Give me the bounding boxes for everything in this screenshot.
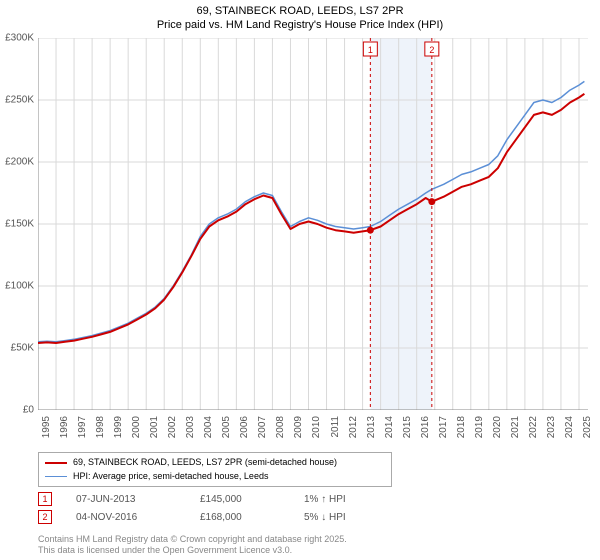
footer-line2: This data is licensed under the Open Gov…	[38, 545, 347, 556]
x-tick-label: 2017	[438, 416, 449, 438]
y-tick-label: £150K	[5, 219, 34, 230]
x-tick-label: 2010	[311, 416, 322, 438]
sale-index-box: 2	[38, 510, 52, 524]
x-tick-label: 2006	[239, 416, 250, 438]
legend-row: HPI: Average price, semi-detached house,…	[45, 470, 385, 484]
y-tick-label: £300K	[5, 33, 34, 44]
x-tick-label: 2020	[492, 416, 503, 438]
sale-delta: 5% ↓ HPI	[304, 512, 346, 523]
sale-price: £168,000	[200, 512, 280, 523]
y-tick-label: £200K	[5, 157, 34, 168]
x-tick-label: 1995	[41, 416, 52, 438]
x-tick-label: 2016	[420, 416, 431, 438]
x-tick-label: 2019	[474, 416, 485, 438]
chart-container: 69, STAINBECK ROAD, LEEDS, LS7 2PR Price…	[0, 0, 600, 560]
sale-row: 1 07-JUN-2013 £145,000 1% ↑ HPI	[38, 492, 346, 506]
x-tick-label: 2014	[384, 416, 395, 438]
sale-date: 04-NOV-2016	[76, 512, 176, 523]
y-tick-label: £0	[23, 405, 34, 416]
x-tick-label: 2013	[366, 416, 377, 438]
x-tick-label: 2012	[348, 416, 359, 438]
x-tick-label: 2002	[167, 416, 178, 438]
x-tick-label: 1999	[113, 416, 124, 438]
sale-index-box: 1	[38, 492, 52, 506]
sale-date: 07-JUN-2013	[76, 494, 176, 505]
x-tick-label: 1996	[59, 416, 70, 438]
legend-label: HPI: Average price, semi-detached house,…	[73, 470, 268, 484]
y-tick-label: £50K	[11, 343, 34, 354]
x-tick-label: 2022	[528, 416, 539, 438]
sale-delta: 1% ↑ HPI	[304, 494, 346, 505]
x-tick-label: 2005	[221, 416, 232, 438]
x-tick-label: 2025	[582, 416, 593, 438]
x-tick-label: 2011	[330, 416, 341, 438]
x-tick-label: 2024	[564, 416, 575, 438]
y-tick-label: £100K	[5, 281, 34, 292]
legend-box: 69, STAINBECK ROAD, LEEDS, LS7 2PR (semi…	[38, 452, 392, 487]
sale-price: £145,000	[200, 494, 280, 505]
legend-label: 69, STAINBECK ROAD, LEEDS, LS7 2PR (semi…	[73, 456, 337, 470]
y-tick-label: £250K	[5, 95, 34, 106]
x-tick-label: 2023	[546, 416, 557, 438]
footer-line1: Contains HM Land Registry data © Crown c…	[38, 534, 347, 545]
chart-svg: 12	[38, 38, 588, 410]
legend-swatch	[45, 476, 67, 477]
svg-text:1: 1	[368, 45, 373, 55]
title-block: 69, STAINBECK ROAD, LEEDS, LS7 2PR Price…	[0, 0, 600, 33]
x-tick-label: 2003	[185, 416, 196, 438]
title-subtitle: Price paid vs. HM Land Registry's House …	[0, 18, 600, 32]
footer: Contains HM Land Registry data © Crown c…	[38, 534, 347, 556]
x-tick-label: 2018	[456, 416, 467, 438]
title-address: 69, STAINBECK ROAD, LEEDS, LS7 2PR	[0, 4, 600, 18]
sale-row: 2 04-NOV-2016 £168,000 5% ↓ HPI	[38, 510, 346, 524]
x-tick-label: 2000	[131, 416, 142, 438]
x-tick-label: 2001	[149, 416, 160, 438]
svg-text:2: 2	[429, 45, 434, 55]
x-tick-label: 2015	[402, 416, 413, 438]
chart-area: 12 £0£50K£100K£150K£200K£250K£300K 19951…	[38, 38, 588, 410]
x-tick-label: 2021	[510, 416, 521, 438]
x-tick-label: 1997	[77, 416, 88, 438]
x-tick-label: 2007	[257, 416, 268, 438]
y-axis-labels: £0£50K£100K£150K£200K£250K£300K	[0, 38, 36, 410]
legend-swatch	[45, 462, 67, 464]
x-axis-labels: 1995 1996 1997 1998 1999 2000 2001 2002 2003 2004…	[38, 414, 588, 454]
x-tick-label: 2009	[293, 416, 304, 438]
x-tick-label: 2008	[275, 416, 286, 438]
x-tick-label: 2004	[203, 416, 214, 438]
legend-row: 69, STAINBECK ROAD, LEEDS, LS7 2PR (semi…	[45, 456, 385, 470]
sales-table: 1 07-JUN-2013 £145,000 1% ↑ HPI 2 04-NOV-2016…	[38, 492, 346, 528]
x-tick-label: 1998	[95, 416, 106, 438]
